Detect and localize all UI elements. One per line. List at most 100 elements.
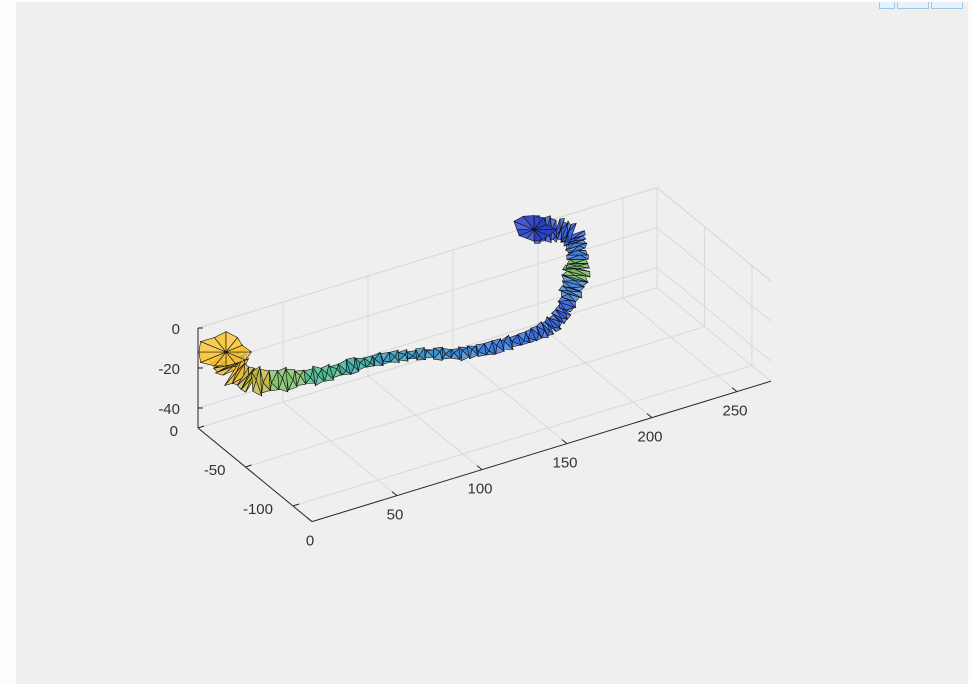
y-tickmark <box>245 464 252 468</box>
floor-gridline <box>537 323 653 418</box>
surface-facet <box>433 347 441 360</box>
surface-facet <box>567 223 577 246</box>
surface-facet <box>268 370 272 391</box>
surface-facet <box>509 337 513 348</box>
surface-facet <box>237 366 250 386</box>
surface-facet <box>380 353 384 365</box>
surface-facet <box>525 331 531 343</box>
surface-facet <box>294 370 301 386</box>
surface-facet <box>555 308 568 321</box>
floor-gridline <box>245 326 705 468</box>
surface-facet <box>548 317 560 329</box>
surface-facet <box>555 218 565 243</box>
x-tick-label: 150 <box>552 455 577 472</box>
surface-facet <box>475 344 479 357</box>
surface-facet <box>562 274 588 283</box>
y-tick-label: 0 <box>170 423 178 440</box>
zoom-icon[interactable] <box>879 2 895 9</box>
surface-facet <box>529 327 540 342</box>
wall-gridline <box>656 287 772 382</box>
x-tick-label: 0 <box>306 533 314 550</box>
surface-facet <box>424 349 428 358</box>
surface-facet <box>355 357 361 371</box>
y-tick-label: -50 <box>204 462 226 479</box>
surface-facet <box>566 242 586 250</box>
surface-facet <box>565 265 590 269</box>
floor-gridline <box>292 365 753 507</box>
x-tickmark <box>561 439 568 444</box>
surface-facet <box>329 366 338 379</box>
surface-facet <box>500 340 505 350</box>
surface-facet <box>442 347 446 360</box>
floor-gridline <box>622 297 738 392</box>
surface-facet <box>560 223 568 241</box>
floor-gridline <box>282 401 398 496</box>
surface-ribbon <box>198 215 591 397</box>
x-tick-label: 200 <box>637 429 662 446</box>
surface-facet <box>458 346 463 361</box>
wall-gridline <box>656 227 772 322</box>
surface-facet <box>559 307 571 313</box>
surface-facet <box>397 352 407 361</box>
box-edge <box>656 187 772 282</box>
plot-area[interactable]: 0 50 100 150 200 250 0 -50 -100 0 -20 -40 <box>16 2 968 684</box>
home-icon[interactable] <box>931 2 963 9</box>
z-tick-label: 0 <box>172 321 180 338</box>
surface-end-blob <box>533 224 557 230</box>
surface-facet <box>303 370 311 385</box>
x-tickmark <box>476 465 483 470</box>
surface-facet <box>567 262 588 265</box>
x-axis-line <box>311 380 772 523</box>
surface-facet <box>345 358 355 376</box>
y-tickmark <box>197 425 205 429</box>
z-tick-label: -20 <box>158 361 180 378</box>
box-edge <box>197 187 658 329</box>
surface-facet <box>544 322 557 332</box>
surface-facet <box>277 370 283 390</box>
x-tickmark <box>646 413 653 418</box>
surface-facet <box>517 334 525 346</box>
surface-facet <box>406 351 414 360</box>
x-tickmark <box>306 517 313 522</box>
surface-facet <box>564 280 583 287</box>
surface-facet <box>466 345 473 359</box>
surface-facet <box>450 348 455 359</box>
surface-facet <box>320 367 328 383</box>
surface-facet <box>483 343 489 356</box>
wall-gridline <box>656 267 772 362</box>
y-tickmark <box>292 503 300 507</box>
surface-facet <box>337 363 347 376</box>
floor-gridline <box>452 349 568 444</box>
surface-facet <box>491 340 498 355</box>
y-tick-label: -100 <box>243 501 273 518</box>
surface-facet <box>541 323 550 337</box>
surface-start-blob <box>225 344 253 353</box>
x-tick-label: 100 <box>467 481 492 498</box>
surface-facet <box>415 348 420 361</box>
x-tickmark <box>391 491 398 496</box>
surface-facet <box>259 369 264 394</box>
surface-facet <box>558 289 582 299</box>
x-tick-label: 250 <box>722 403 747 420</box>
surface-facet <box>285 368 294 392</box>
surface-facet <box>564 286 581 292</box>
surface-facet <box>551 312 565 325</box>
surface-facet <box>569 245 586 254</box>
surface-facet <box>363 357 371 368</box>
surface-facet <box>566 254 589 260</box>
figure-window: 0 50 100 150 200 250 0 -50 -100 0 -20 -40 <box>16 2 968 684</box>
axes-toolbar[interactable] <box>875 2 965 10</box>
x-tickmark <box>731 387 738 392</box>
axes-layer <box>197 327 772 523</box>
surface-facet <box>251 371 257 392</box>
surface-facet <box>560 293 576 303</box>
x-tick-label: 50 <box>387 507 404 524</box>
surface-facet <box>389 351 396 363</box>
surface-facet <box>372 355 375 366</box>
surface-facet <box>565 225 572 241</box>
floor-gridline <box>367 375 483 470</box>
surface-facet <box>562 268 591 278</box>
tick-labels: 0 50 100 150 200 250 0 -50 -100 0 -20 -40 <box>158 321 747 550</box>
surface-facet <box>535 325 545 339</box>
rotate-icon[interactable] <box>897 2 929 9</box>
